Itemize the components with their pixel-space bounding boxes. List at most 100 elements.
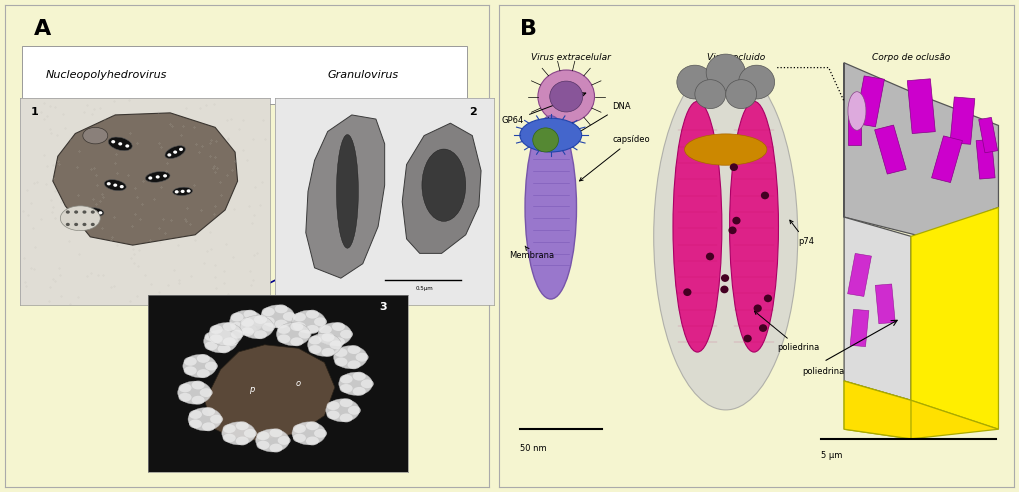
Circle shape (334, 348, 347, 357)
Polygon shape (403, 123, 481, 253)
Text: B: B (520, 19, 537, 39)
Circle shape (720, 274, 730, 282)
Circle shape (292, 322, 306, 331)
Ellipse shape (87, 208, 104, 216)
Circle shape (178, 383, 192, 392)
Circle shape (538, 70, 594, 123)
Circle shape (283, 312, 296, 321)
Circle shape (270, 429, 282, 437)
Circle shape (163, 174, 167, 178)
Circle shape (292, 312, 306, 321)
Bar (874, 125, 906, 174)
Polygon shape (844, 63, 911, 400)
Circle shape (202, 422, 215, 431)
Circle shape (306, 310, 319, 319)
Circle shape (338, 372, 373, 395)
Circle shape (299, 330, 312, 338)
Circle shape (292, 433, 306, 442)
Circle shape (322, 333, 334, 341)
Circle shape (754, 305, 762, 312)
Circle shape (292, 422, 326, 445)
Circle shape (222, 422, 256, 445)
Text: p74: p74 (790, 220, 814, 246)
Circle shape (202, 407, 215, 416)
Circle shape (739, 65, 774, 99)
Circle shape (275, 305, 287, 313)
Circle shape (275, 320, 287, 329)
Circle shape (327, 411, 339, 420)
Circle shape (261, 305, 294, 328)
Circle shape (262, 308, 275, 316)
Circle shape (306, 436, 319, 445)
Circle shape (118, 142, 122, 146)
Circle shape (240, 318, 254, 327)
Circle shape (186, 189, 191, 192)
Circle shape (262, 323, 275, 332)
Circle shape (205, 341, 217, 350)
Circle shape (183, 357, 197, 366)
Circle shape (204, 330, 237, 353)
Text: Corpo de oclusão: Corpo de oclusão (872, 53, 950, 62)
Text: p: p (249, 385, 255, 394)
Circle shape (683, 288, 692, 296)
Circle shape (192, 381, 205, 390)
Bar (850, 309, 869, 346)
Text: 5 μm: 5 μm (821, 451, 843, 460)
Circle shape (223, 338, 235, 346)
Circle shape (347, 406, 361, 415)
Circle shape (257, 441, 269, 450)
Circle shape (197, 369, 210, 378)
Circle shape (66, 211, 70, 214)
Circle shape (254, 315, 267, 324)
Circle shape (332, 338, 345, 346)
Circle shape (333, 346, 367, 369)
Circle shape (764, 295, 772, 302)
Circle shape (230, 322, 244, 331)
Text: 0.5μm: 0.5μm (415, 285, 433, 291)
Circle shape (231, 330, 244, 338)
Circle shape (99, 211, 103, 215)
Circle shape (318, 323, 352, 346)
Bar (907, 79, 935, 133)
Circle shape (356, 353, 369, 362)
Circle shape (244, 310, 257, 319)
Bar (855, 76, 884, 127)
Text: poliedrina: poliedrina (802, 367, 845, 375)
Text: DNA: DNA (570, 102, 631, 138)
Bar (848, 116, 861, 145)
Circle shape (549, 81, 583, 112)
Polygon shape (306, 115, 385, 278)
Circle shape (205, 332, 217, 341)
Ellipse shape (60, 206, 100, 231)
Circle shape (277, 335, 290, 343)
Circle shape (94, 211, 97, 214)
Circle shape (314, 317, 327, 326)
Circle shape (706, 54, 745, 91)
Circle shape (322, 348, 334, 357)
Circle shape (276, 323, 310, 346)
Circle shape (210, 415, 223, 424)
Circle shape (180, 190, 184, 193)
Circle shape (695, 80, 726, 109)
Circle shape (353, 387, 366, 396)
Text: Virus ocluido: Virus ocluido (707, 53, 765, 62)
Circle shape (270, 444, 282, 453)
Bar (950, 97, 975, 144)
Circle shape (309, 345, 321, 354)
Circle shape (173, 151, 177, 154)
Circle shape (339, 413, 353, 422)
Circle shape (319, 335, 332, 343)
Circle shape (677, 65, 713, 99)
Circle shape (218, 329, 230, 338)
Circle shape (83, 223, 87, 226)
Circle shape (252, 317, 265, 326)
Circle shape (306, 325, 319, 334)
Text: GP64: GP64 (502, 92, 586, 125)
Circle shape (74, 223, 78, 226)
Circle shape (156, 175, 160, 179)
Circle shape (339, 384, 353, 393)
Circle shape (733, 217, 741, 224)
Polygon shape (53, 113, 237, 245)
Circle shape (210, 325, 223, 334)
Circle shape (292, 424, 306, 433)
